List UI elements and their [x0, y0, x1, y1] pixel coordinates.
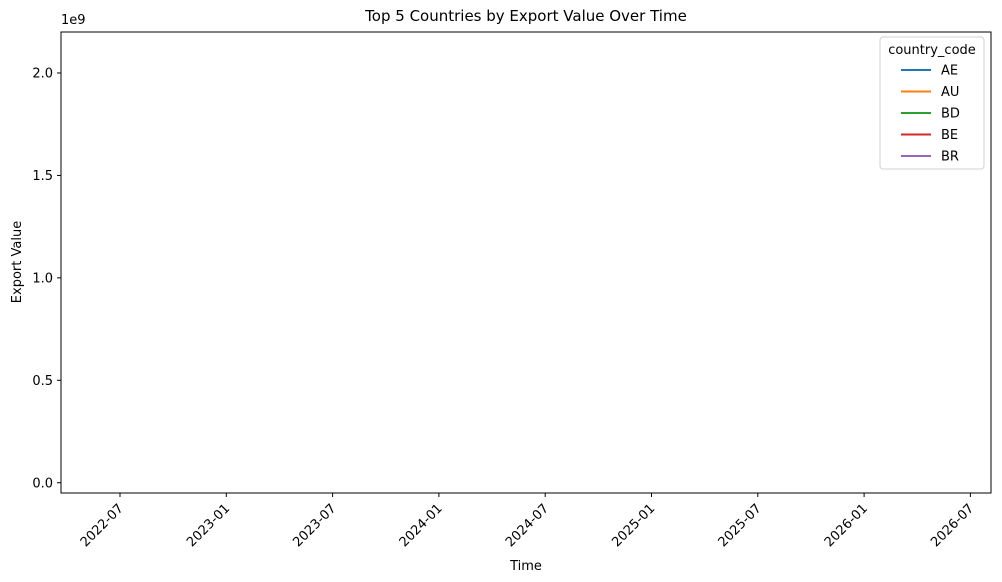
x-axis: 2022-07 2023-01 2023-07 2024-01 2024-07 2025-… — [78, 493, 977, 550]
y-tick-label: 0.5 — [32, 374, 53, 389]
y-tick-label: 1.5 — [32, 169, 53, 184]
y-tick-label: 1.0 — [32, 271, 53, 286]
y-tick-label: 2.0 — [32, 66, 53, 81]
legend-title: country_code — [888, 43, 976, 58]
y-axis-title: Export Value — [10, 221, 25, 303]
chart-title: Top 5 Countries by Export Value Over Tim… — [364, 7, 687, 25]
x-tick-label: 2022-07 — [78, 501, 127, 550]
legend-label-au: AU — [941, 85, 959, 100]
x-tick-label: 2023-07 — [290, 501, 339, 550]
legend-label-bd: BD — [941, 107, 960, 122]
x-tick-label: 2026-01 — [822, 501, 871, 550]
legend-label-ae: AE — [941, 64, 958, 79]
x-tick-label: 2026-07 — [928, 501, 977, 550]
y-axis: 0.0 0.5 1.0 1.5 2.0 — [32, 66, 61, 491]
legend-entries: AE AU BD BE BR — [901, 64, 960, 165]
y-tick-label: 0.0 — [32, 476, 53, 491]
x-tick-label: 2025-07 — [716, 501, 765, 550]
x-tick-label: 2024-07 — [503, 501, 552, 550]
legend-label-br: BR — [941, 150, 959, 165]
x-tick-label: 2024-01 — [397, 501, 446, 550]
x-tick-label: 2023-01 — [184, 501, 233, 550]
plot-frame — [60, 31, 992, 494]
legend-label-be: BE — [941, 128, 958, 143]
y-axis-offset-text: 1e9 — [61, 13, 86, 28]
x-axis-title: Time — [509, 559, 542, 574]
plot-area: 0.00.51.01.52.0 2022-07 2023-01 2023-07 202… — [32, 31, 992, 550]
x-tick-label: 2025-01 — [609, 501, 658, 550]
legend: country_code AE AU BD BE BR — [879, 36, 985, 170]
